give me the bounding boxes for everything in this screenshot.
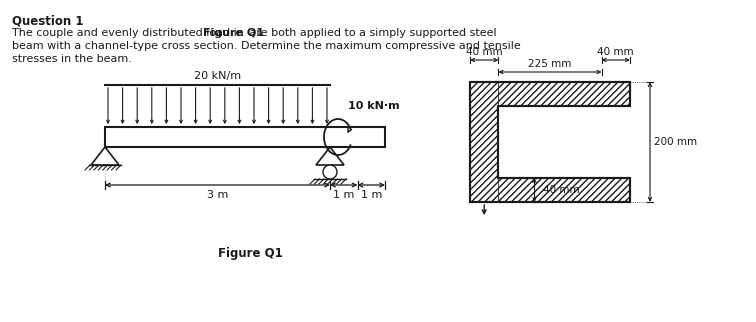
Text: Figure Q1: Figure Q1 — [203, 28, 264, 38]
Text: The couple and evenly distributed load in: The couple and evenly distributed load i… — [12, 28, 247, 38]
Text: Figure Q1: Figure Q1 — [218, 248, 283, 260]
Polygon shape — [316, 147, 344, 165]
Polygon shape — [470, 82, 630, 202]
Text: Question 1: Question 1 — [12, 14, 83, 27]
Text: 200 mm: 200 mm — [654, 137, 697, 147]
Text: 10 kN·m: 10 kN·m — [348, 101, 400, 111]
Text: stresses in the beam.: stresses in the beam. — [12, 54, 132, 64]
Text: are both applied to a simply supported steel: are both applied to a simply supported s… — [246, 28, 497, 38]
Text: 40 mm: 40 mm — [543, 185, 579, 195]
Text: beam with a channel-type cross section. Determine the maximum compressive and te: beam with a channel-type cross section. … — [12, 41, 521, 51]
Polygon shape — [91, 147, 119, 165]
Text: 40 mm: 40 mm — [466, 47, 503, 57]
Text: 1 m: 1 m — [333, 190, 355, 200]
Bar — [105, 127, 385, 147]
Text: 20 kN/m: 20 kN/m — [194, 71, 241, 81]
Text: 40 mm: 40 mm — [597, 47, 634, 57]
Text: 1 m: 1 m — [361, 190, 382, 200]
Circle shape — [323, 165, 337, 179]
Text: 225 mm: 225 mm — [528, 59, 572, 69]
Text: 3 m: 3 m — [207, 190, 228, 200]
